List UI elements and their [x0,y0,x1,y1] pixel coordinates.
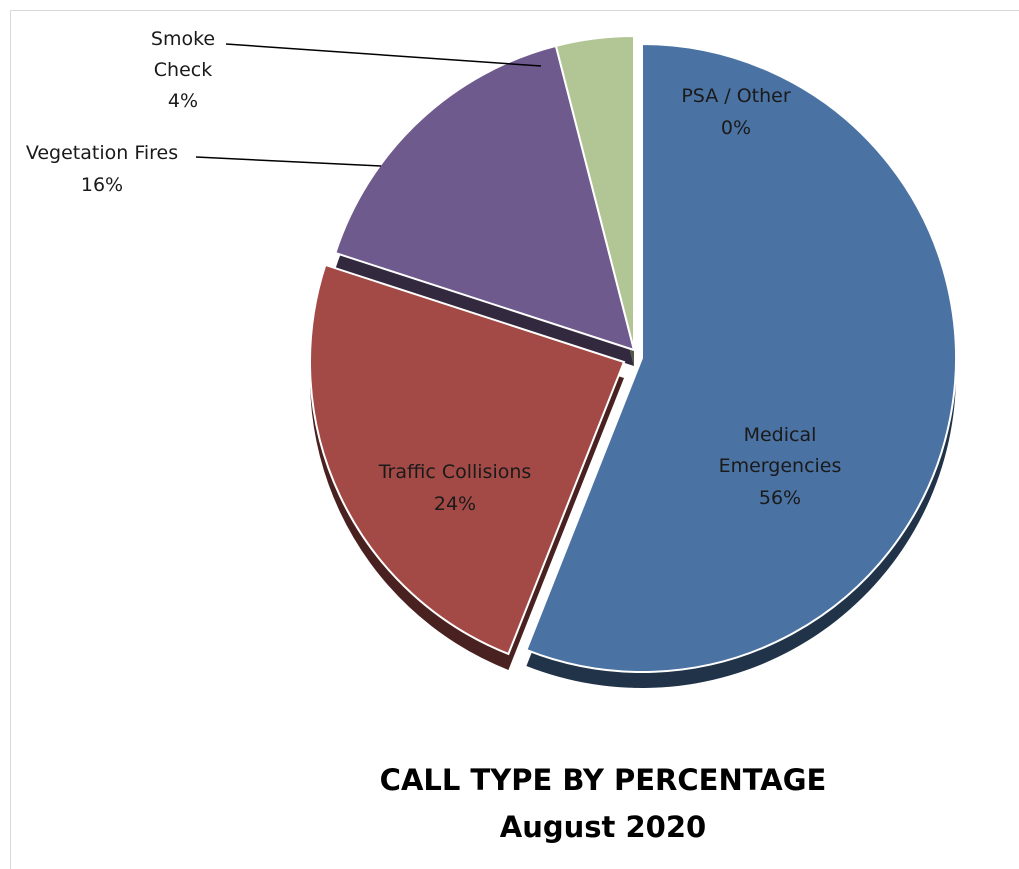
chart-frame [10,10,1019,869]
slice-smoke-check [554,34,635,351]
label-vegetation-fires-name: Vegetation Fires [26,142,178,164]
label-smoke-check-line2: Check [154,59,212,81]
label-medical-emergencies-line2: Emergencies [719,455,842,477]
label-medical-emergencies-line1: Medical [744,424,817,446]
leader-line-vegetation-fires [195,156,382,167]
label-smoke-check-value: 4% [168,90,198,112]
slices-layer [309,34,957,688]
slice-traffic-collisions [309,263,626,656]
label-vegetation-fires-value: 16% [81,174,123,196]
label-psa-other-name: PSA / Other [681,85,790,107]
label-smoke-check-line1: Smoke [151,28,215,50]
label-traffic-collisions-value: 24% [434,493,476,515]
chart-title: CALL TYPE BY PERCENTAGE [380,763,827,797]
label-medical-emergencies-value: 56% [759,487,801,509]
chart-subtitle: August 2020 [500,810,706,844]
label-psa-other-value: 0% [721,117,751,139]
slice-vegetation-fires [334,44,636,352]
label-traffic-collisions-name: Traffic Collisions [378,461,532,483]
slice-medical-emergencies [525,42,957,673]
leader-line-smoke-check [225,43,542,67]
